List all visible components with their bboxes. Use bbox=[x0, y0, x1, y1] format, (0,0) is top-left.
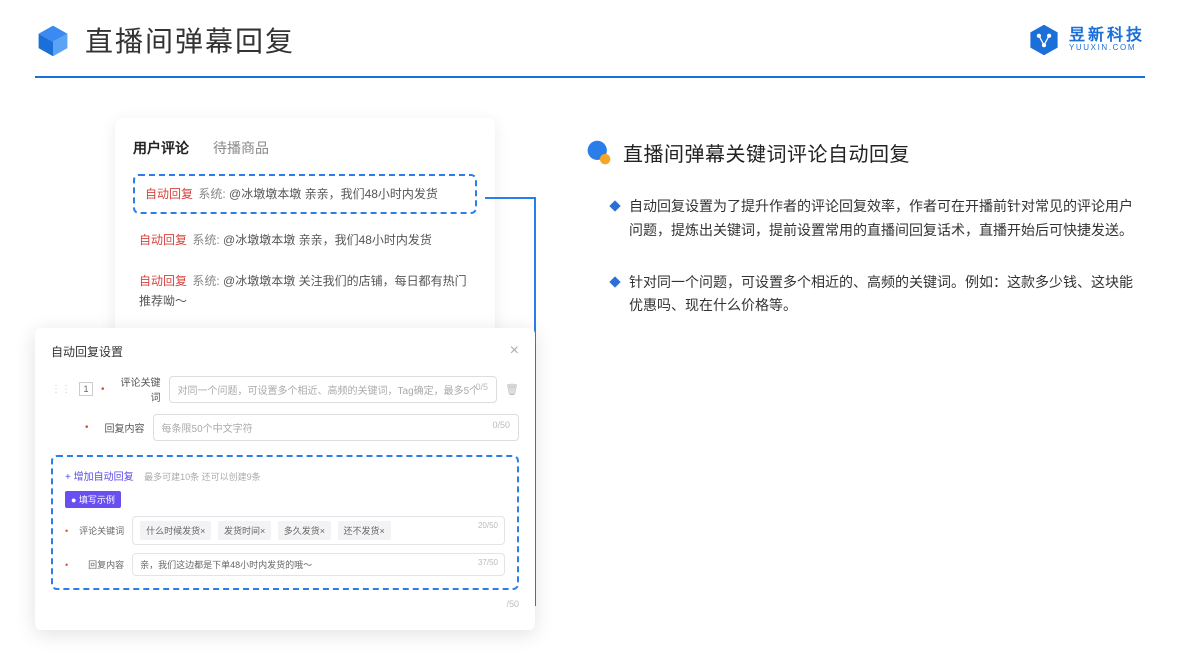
keyword-input[interactable]: 对同一个问题，可设置多个相近、高频的关键词，Tag确定，最多5个 0/5 bbox=[169, 376, 498, 403]
chat-bubble-icon bbox=[585, 139, 613, 167]
comment-row: 自动回复 系统: @冰墩墩本墩 关注我们的店铺，每日都有热门推荐呦～ bbox=[133, 267, 477, 316]
example-tag: 发货时间× bbox=[218, 521, 271, 540]
bullet-text: 针对同一个问题，可设置多个相近的、高频的关键词。例如：这款多少钱、这块能优惠吗、… bbox=[629, 271, 1145, 319]
required-dot: • bbox=[85, 422, 89, 433]
auto-reply-tag: 自动回复 bbox=[139, 233, 187, 247]
header-left: 直播间弹幕回复 bbox=[35, 20, 295, 60]
tab-user-comments[interactable]: 用户评论 bbox=[133, 138, 189, 158]
tabs: 用户评论 待播商品 bbox=[133, 138, 477, 158]
main-content: 用户评论 待播商品 自动回复 系统: @冰墩墩本墩 亲亲，我们48小时内发货 自… bbox=[0, 78, 1180, 376]
example-keyword-label: 评论关键词 bbox=[76, 524, 124, 537]
settings-header: 自动回复设置 × bbox=[51, 342, 519, 360]
drag-handle-icon[interactable]: ⋮⋮ bbox=[51, 384, 71, 395]
comment-text: @冰墩墩本墩 亲亲，我们48小时内发货 bbox=[223, 233, 432, 247]
required-dot: • bbox=[101, 384, 105, 395]
content-label: 回复内容 bbox=[97, 420, 145, 435]
diamond-bullet-icon bbox=[609, 200, 620, 211]
right-column: 直播间弹幕关键词评论自动回复 自动回复设置为了提升作者的评论回复效率，作者可在开… bbox=[585, 118, 1145, 376]
required-dot: • bbox=[65, 526, 68, 536]
example-content-count: 37/50 bbox=[478, 558, 498, 567]
add-auto-reply-link[interactable]: + 增加自动回复 bbox=[65, 472, 134, 483]
tab-pending-goods[interactable]: 待播商品 bbox=[213, 138, 269, 158]
close-icon[interactable]: × bbox=[510, 342, 519, 360]
row-number: 1 bbox=[79, 382, 93, 396]
example-badge: ● 填写示例 bbox=[65, 491, 121, 508]
page-header: 直播间弹幕回复 昱新科技 YUUXIN.COM bbox=[0, 0, 1180, 60]
content-placeholder: 每条限50个中文字符 bbox=[162, 424, 253, 435]
add-hint: 最多可建10条 还可以创建9条 bbox=[144, 472, 261, 482]
example-tag: 还不发货× bbox=[338, 521, 391, 540]
comment-row: 自动回复 系统: @冰墩墩本墩 亲亲，我们48小时内发货 bbox=[133, 226, 477, 254]
section-header: 直播间弹幕关键词评论自动回复 bbox=[585, 138, 1145, 167]
example-content-box: 亲，我们这边都是下单48小时内发货的哦～ 37/50 bbox=[132, 553, 505, 576]
example-content-row: • 回复内容 亲，我们这边都是下单48小时内发货的哦～ 37/50 bbox=[65, 553, 505, 576]
auto-reply-tag: 自动回复 bbox=[139, 274, 187, 288]
keyword-row: ⋮⋮ 1 • 评论关键词 对同一个问题，可设置多个相近、高频的关键词，Tag确定… bbox=[51, 374, 519, 404]
example-tag: 什么时候发货× bbox=[140, 521, 211, 540]
add-reply-row: + 增加自动回复 最多可建10条 还可以创建9条 bbox=[65, 467, 505, 485]
auto-reply-settings-panel: 自动回复设置 × ⋮⋮ 1 • 评论关键词 对同一个问题，可设置多个相近、高频的… bbox=[35, 328, 535, 630]
brand-name-cn: 昱新科技 bbox=[1069, 27, 1145, 45]
keyword-label: 评论关键词 bbox=[113, 374, 161, 404]
content-input[interactable]: 每条限50个中文字符 0/50 bbox=[153, 414, 519, 441]
brand-text: 昱新科技 YUUXIN.COM bbox=[1069, 27, 1145, 53]
delete-icon[interactable]: 🗑 bbox=[505, 383, 519, 396]
bullet-text: 自动回复设置为了提升作者的评论回复效率，作者可在开播前针对常见的评论用户问题，提… bbox=[629, 195, 1145, 243]
system-tag: 系统: bbox=[198, 187, 225, 201]
settings-title: 自动回复设置 bbox=[51, 343, 123, 360]
comment-row-highlighted: 自动回复 系统: @冰墩墩本墩 亲亲，我们48小时内发货 bbox=[133, 174, 477, 214]
brand-name-en: YUUXIN.COM bbox=[1069, 44, 1145, 53]
auto-reply-tag: 自动回复 bbox=[145, 187, 193, 201]
required-dot: • bbox=[65, 560, 68, 570]
brand-logo-wrap: 昱新科技 YUUXIN.COM bbox=[1027, 23, 1145, 57]
system-tag: 系统: bbox=[192, 233, 219, 247]
brand-logo-icon bbox=[1027, 23, 1061, 57]
system-tag: 系统: bbox=[192, 274, 219, 288]
outer-count: /50 bbox=[506, 599, 519, 609]
example-dashed-box: + 增加自动回复 最多可建10条 还可以创建9条 ● 填写示例 • 评论关键词 … bbox=[51, 455, 519, 590]
example-keyword-count: 20/50 bbox=[478, 521, 498, 530]
example-content-label: 回复内容 bbox=[76, 558, 124, 571]
section-title: 直播间弹幕关键词评论自动回复 bbox=[623, 138, 910, 167]
left-column: 用户评论 待播商品 自动回复 系统: @冰墩墩本墩 亲亲，我们48小时内发货 自… bbox=[35, 118, 535, 376]
content-count: 0/50 bbox=[492, 420, 510, 430]
example-content-text: 亲，我们这边都是下单48小时内发货的哦～ bbox=[140, 560, 312, 570]
example-keyword-box: 什么时候发货× 发货时间× 多久发货× 还不发货× 20/50 bbox=[132, 516, 505, 545]
content-row: • 回复内容 每条限50个中文字符 0/50 bbox=[51, 414, 519, 441]
example-tag: 多久发货× bbox=[278, 521, 331, 540]
diamond-bullet-icon bbox=[609, 276, 620, 287]
comment-text: @冰墩墩本墩 亲亲，我们48小时内发货 bbox=[229, 187, 438, 201]
page-title: 直播间弹幕回复 bbox=[85, 20, 295, 60]
comment-text: @冰墩墩本墩 关注我们的店铺，每日都有热门推荐呦～ bbox=[139, 274, 467, 308]
cube-icon bbox=[35, 22, 71, 58]
keyword-count: 0/5 bbox=[476, 382, 489, 392]
bullet-item: 针对同一个问题，可设置多个相近的、高频的关键词。例如：这款多少钱、这块能优惠吗、… bbox=[585, 271, 1145, 319]
keyword-placeholder: 对同一个问题，可设置多个相近、高频的关键词，Tag确定，最多5个 bbox=[178, 386, 480, 397]
bullet-item: 自动回复设置为了提升作者的评论回复效率，作者可在开播前针对常见的评论用户问题，提… bbox=[585, 195, 1145, 243]
example-keyword-row: • 评论关键词 什么时候发货× 发货时间× 多久发货× 还不发货× 20/50 bbox=[65, 516, 505, 545]
